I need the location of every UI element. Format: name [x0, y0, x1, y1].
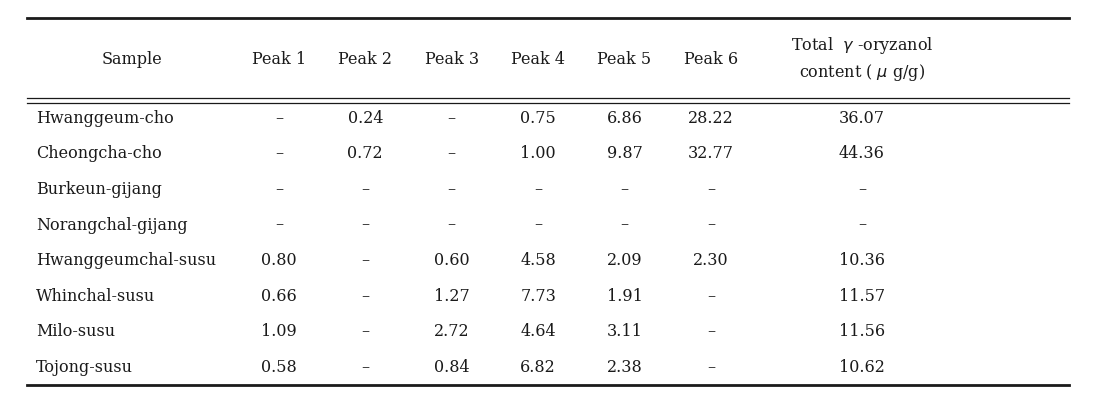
Text: 0.84: 0.84: [434, 359, 469, 376]
Text: 0.58: 0.58: [261, 359, 297, 376]
Text: 9.87: 9.87: [606, 145, 642, 162]
Text: 1.91: 1.91: [606, 288, 642, 304]
Text: –: –: [858, 181, 866, 198]
Text: Milo-susu: Milo-susu: [36, 323, 115, 340]
Text: 36.07: 36.07: [838, 110, 884, 127]
Text: Peak 1: Peak 1: [252, 51, 306, 67]
Text: Peak 2: Peak 2: [339, 51, 392, 67]
Text: Peak 5: Peak 5: [597, 51, 652, 67]
Text: 11.56: 11.56: [838, 323, 884, 340]
Text: 1.09: 1.09: [261, 323, 297, 340]
Text: 0.66: 0.66: [261, 288, 297, 304]
Text: Burkeun-gijang: Burkeun-gijang: [36, 181, 162, 198]
Text: 0.24: 0.24: [347, 110, 383, 127]
Text: –: –: [707, 288, 715, 304]
Text: 28.22: 28.22: [688, 110, 734, 127]
Text: Tojong-susu: Tojong-susu: [36, 359, 134, 376]
Text: Total  $\gamma$ -oryzanol
content ( $\mu$ g/g): Total $\gamma$ -oryzanol content ( $\mu$…: [790, 35, 933, 83]
Text: Cheongcha-cho: Cheongcha-cho: [36, 145, 162, 162]
Text: –: –: [620, 181, 629, 198]
Text: 7.73: 7.73: [521, 288, 556, 304]
Text: 4.64: 4.64: [521, 323, 556, 340]
Text: –: –: [275, 181, 283, 198]
Text: 11.57: 11.57: [838, 288, 884, 304]
Text: –: –: [447, 181, 456, 198]
Text: 2.30: 2.30: [693, 252, 729, 269]
Text: –: –: [707, 359, 715, 376]
Text: Hwanggeumchal-susu: Hwanggeumchal-susu: [36, 252, 216, 269]
Text: –: –: [362, 323, 369, 340]
Text: 1.27: 1.27: [434, 288, 469, 304]
Text: –: –: [858, 216, 866, 233]
Text: 0.75: 0.75: [521, 110, 556, 127]
Text: 0.80: 0.80: [261, 252, 297, 269]
Text: 0.72: 0.72: [347, 145, 384, 162]
Text: Sample: Sample: [101, 51, 162, 67]
Text: –: –: [447, 216, 456, 233]
Text: –: –: [707, 216, 715, 233]
Text: Hwanggeum-cho: Hwanggeum-cho: [36, 110, 174, 127]
Text: –: –: [362, 181, 369, 198]
Text: Whinchal-susu: Whinchal-susu: [36, 288, 156, 304]
Text: 2.38: 2.38: [607, 359, 642, 376]
Text: Peak 6: Peak 6: [684, 51, 738, 67]
Text: –: –: [447, 110, 456, 127]
Text: –: –: [620, 216, 629, 233]
Text: 4.58: 4.58: [521, 252, 556, 269]
Text: –: –: [275, 110, 283, 127]
Text: –: –: [362, 216, 369, 233]
Text: –: –: [362, 252, 369, 269]
Text: 6.86: 6.86: [606, 110, 642, 127]
Text: 2.72: 2.72: [434, 323, 469, 340]
Text: –: –: [534, 181, 543, 198]
Text: 6.82: 6.82: [521, 359, 556, 376]
Text: 10.36: 10.36: [838, 252, 884, 269]
Text: –: –: [534, 216, 543, 233]
Text: –: –: [362, 359, 369, 376]
Text: –: –: [707, 323, 715, 340]
Text: Peak 3: Peak 3: [424, 51, 479, 67]
Text: Peak 4: Peak 4: [511, 51, 566, 67]
Text: Norangchal-gijang: Norangchal-gijang: [36, 216, 187, 233]
Text: –: –: [707, 181, 715, 198]
Text: 44.36: 44.36: [838, 145, 884, 162]
Text: 2.09: 2.09: [607, 252, 642, 269]
Text: –: –: [447, 145, 456, 162]
Text: 0.60: 0.60: [434, 252, 469, 269]
Text: 1.00: 1.00: [521, 145, 556, 162]
Text: –: –: [275, 145, 283, 162]
Text: 3.11: 3.11: [606, 323, 642, 340]
Text: 32.77: 32.77: [688, 145, 734, 162]
Text: –: –: [275, 216, 283, 233]
Text: 10.62: 10.62: [838, 359, 884, 376]
Text: –: –: [362, 288, 369, 304]
